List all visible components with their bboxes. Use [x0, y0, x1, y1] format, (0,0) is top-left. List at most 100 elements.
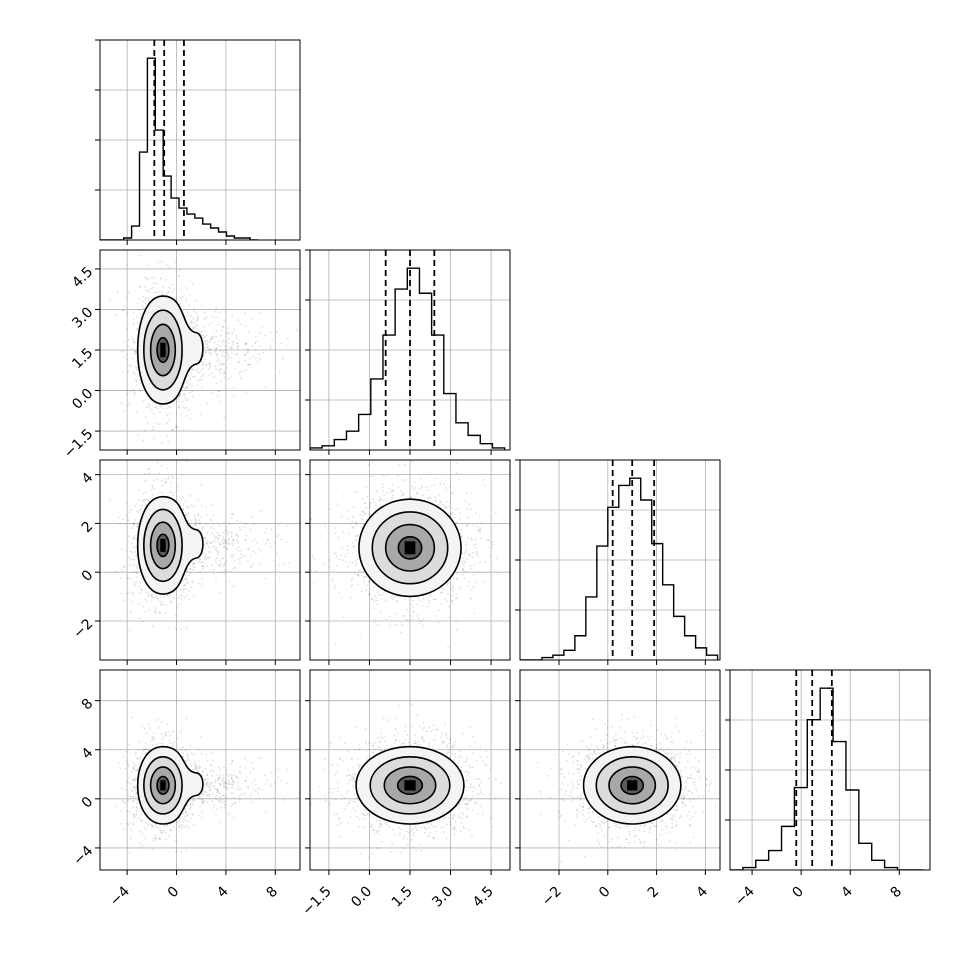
sample-point	[208, 547, 211, 549]
sample-point	[169, 601, 172, 603]
sample-point	[458, 518, 461, 520]
sample-point	[354, 539, 357, 542]
sample-point	[185, 626, 188, 629]
sample-point	[206, 402, 209, 405]
sample-point	[136, 302, 139, 305]
sample-point	[124, 767, 127, 770]
sample-point	[189, 325, 191, 328]
sample-point	[160, 277, 163, 280]
sample-point	[190, 504, 193, 507]
sample-point	[126, 389, 128, 392]
sample-point	[165, 481, 168, 483]
sample-point	[192, 321, 195, 324]
sample-point	[409, 496, 412, 499]
sample-point	[188, 598, 191, 600]
sample-point	[204, 558, 206, 560]
sample-point	[179, 288, 182, 291]
sample-point	[219, 401, 222, 403]
contour-line-3	[384, 523, 436, 572]
sample-point	[188, 304, 191, 307]
sample-point	[244, 555, 247, 557]
sample-point	[108, 298, 111, 301]
sample-point	[128, 511, 131, 514]
sample-point	[266, 538, 269, 541]
sample-point	[376, 624, 379, 626]
panel-frame	[309, 249, 511, 451]
sample-point	[244, 343, 247, 346]
sample-point	[133, 581, 136, 584]
sample-point	[137, 748, 140, 751]
sample-point	[361, 518, 364, 521]
sample-point	[150, 594, 153, 597]
sample-point	[346, 565, 349, 568]
sample-point	[167, 626, 170, 629]
sample-point	[159, 612, 162, 614]
sample-point	[145, 822, 148, 825]
sample-point	[191, 327, 194, 330]
sample-point	[144, 499, 146, 501]
sample-point	[201, 334, 203, 337]
sample-point	[135, 349, 138, 352]
sample-point	[231, 532, 234, 535]
sample-point	[453, 577, 456, 580]
sample-point	[214, 537, 217, 540]
sample-point	[168, 594, 171, 597]
sample-point	[492, 543, 494, 546]
sample-point	[475, 543, 477, 546]
sample-point	[203, 544, 206, 547]
sample-point	[216, 353, 219, 355]
sample-point	[152, 596, 155, 599]
sample-point	[226, 351, 228, 354]
sample-point	[117, 516, 120, 519]
sample-point	[212, 793, 215, 796]
sample-point	[196, 318, 199, 321]
sample-point	[470, 567, 472, 570]
sample-point	[127, 291, 130, 294]
sample-point	[193, 566, 196, 569]
sample-point	[244, 342, 247, 345]
sample-point	[312, 554, 314, 557]
sample-point	[159, 411, 161, 413]
sample-point	[141, 577, 143, 579]
sample-point	[202, 552, 204, 555]
sample-point	[247, 350, 249, 353]
sample-point	[281, 356, 284, 358]
sample-point	[139, 581, 142, 584]
sample-point	[383, 499, 385, 502]
sample-point	[233, 367, 236, 370]
sample-point	[154, 610, 157, 613]
sample-point	[153, 437, 156, 440]
sample-point	[136, 510, 138, 512]
sample-point	[403, 614, 406, 617]
sample-point	[411, 603, 414, 606]
sample-point	[391, 494, 394, 497]
sample-point	[354, 491, 356, 494]
sample-point	[413, 488, 415, 490]
sample-point	[419, 600, 422, 602]
sample-point	[455, 522, 458, 524]
sample-point	[137, 523, 139, 526]
sample-point	[166, 467, 169, 470]
sample-point	[152, 428, 155, 431]
sample-point	[360, 526, 362, 529]
sample-point	[219, 311, 222, 314]
sample-point	[132, 523, 135, 526]
sample-point	[445, 489, 448, 491]
sample-point	[223, 572, 226, 575]
sample-point	[223, 546, 226, 549]
sample-point	[227, 541, 230, 544]
sample-point	[178, 269, 181, 272]
sample-point	[381, 489, 384, 492]
sample-point	[383, 474, 385, 477]
sample-point	[406, 619, 409, 622]
sample-point	[185, 380, 188, 383]
sample-point	[154, 405, 157, 408]
sample-point	[353, 506, 355, 509]
sample-point	[199, 766, 201, 769]
sample-point	[429, 485, 432, 487]
sample-point	[461, 562, 464, 565]
sample-point	[385, 599, 388, 602]
sample-point	[467, 537, 470, 540]
sample-point	[132, 371, 135, 374]
sample-point	[244, 539, 247, 541]
